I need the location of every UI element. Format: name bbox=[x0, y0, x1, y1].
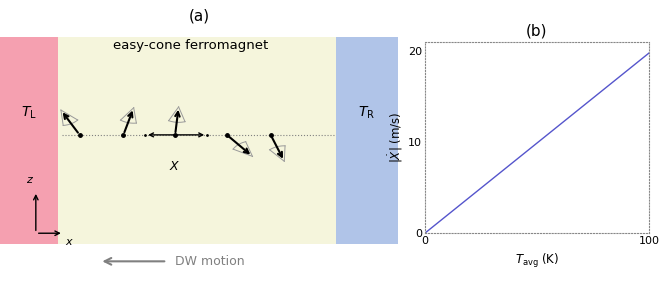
Y-axis label: $|\dot{X}|$ (m/s): $|\dot{X}|$ (m/s) bbox=[387, 112, 405, 163]
Text: DW motion: DW motion bbox=[175, 255, 245, 268]
Bar bbox=[337, 37, 398, 244]
Text: (a): (a) bbox=[189, 8, 209, 23]
Text: $T_\mathrm{L}$: $T_\mathrm{L}$ bbox=[21, 104, 37, 121]
Text: $x$: $x$ bbox=[65, 237, 74, 248]
Text: $z$: $z$ bbox=[26, 175, 34, 185]
Bar bbox=[0, 37, 58, 244]
X-axis label: $T_\mathrm{avg}$ (K): $T_\mathrm{avg}$ (K) bbox=[514, 251, 559, 269]
Bar bbox=[56, 37, 343, 244]
Title: (b): (b) bbox=[526, 23, 548, 38]
Text: easy-cone ferromagnet: easy-cone ferromagnet bbox=[114, 39, 269, 52]
Text: $T_\mathrm{R}$: $T_\mathrm{R}$ bbox=[358, 104, 375, 121]
Text: $X$: $X$ bbox=[169, 160, 181, 173]
